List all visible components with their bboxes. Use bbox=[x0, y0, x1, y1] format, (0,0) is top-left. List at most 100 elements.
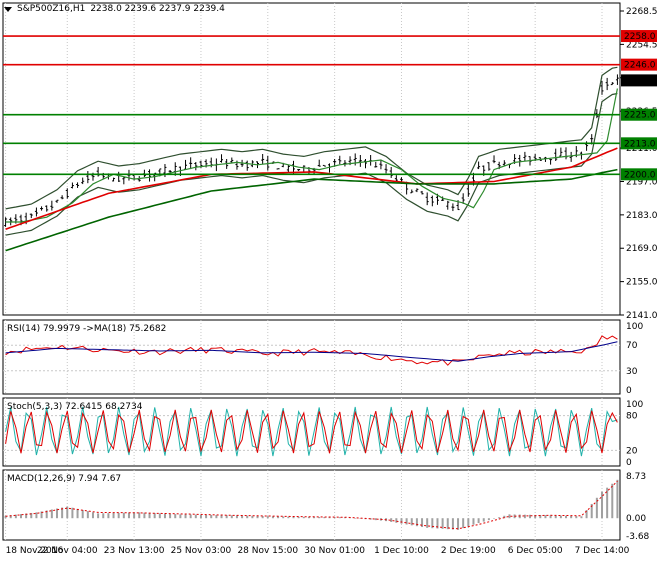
macd-histogram-bar bbox=[302, 516, 305, 519]
macd-histogram-bar bbox=[523, 514, 526, 519]
macd-histogram-bar bbox=[421, 518, 424, 528]
ohlc-values: 2238.0 2239.6 2237.9 2239.4 bbox=[90, 4, 225, 14]
macd-axis-label: -3.68 bbox=[626, 532, 650, 542]
macd-histogram-bar bbox=[143, 512, 146, 519]
time-axis-label: 25 Nov 03:00 bbox=[171, 546, 232, 556]
moving-average-red bbox=[5, 147, 618, 230]
stoch-d-line bbox=[5, 409, 618, 454]
macd-histogram-bar bbox=[467, 518, 470, 527]
rsi-ma-line bbox=[5, 341, 618, 362]
macd-histogram-bar bbox=[246, 515, 249, 519]
price-axis-label: 2169.0 bbox=[626, 244, 658, 254]
macd-histogram-bar bbox=[400, 518, 403, 524]
macd-histogram-bar bbox=[66, 506, 69, 519]
macd-histogram-bar bbox=[318, 516, 321, 519]
macd-histogram-bar bbox=[189, 514, 192, 519]
macd-histogram-bar bbox=[431, 518, 434, 529]
stoch-axis-label: 0 bbox=[626, 458, 632, 468]
macd-histogram-bar bbox=[261, 516, 264, 519]
macd-histogram-bar bbox=[184, 514, 187, 519]
price-level-label: 2258.0 bbox=[624, 32, 656, 42]
macd-histogram-bar bbox=[354, 518, 357, 519]
time-axis-label: 7 Dec 14:00 bbox=[575, 546, 630, 556]
macd-histogram-bar bbox=[40, 511, 43, 519]
macd-histogram-bar bbox=[71, 507, 74, 519]
macd-histogram-bar bbox=[282, 516, 285, 519]
macd-histogram-bar bbox=[199, 514, 202, 519]
price-level-label: 2200.0 bbox=[624, 170, 656, 180]
macd-histogram-bar bbox=[539, 515, 542, 519]
macd-histogram-bar bbox=[395, 518, 398, 523]
macd-histogram-bar bbox=[549, 515, 552, 519]
macd-histogram-bar bbox=[163, 513, 166, 519]
rsi-axis-label: 70 bbox=[626, 341, 638, 351]
macd-axis-label: 8.73 bbox=[626, 472, 646, 482]
macd-histogram-bar bbox=[328, 517, 331, 519]
macd-histogram-bar bbox=[158, 513, 161, 519]
macd-histogram-bar bbox=[97, 513, 100, 519]
macd-histogram-bar bbox=[86, 511, 89, 519]
macd-histogram-bar bbox=[441, 518, 444, 529]
macd-histogram-bar bbox=[174, 514, 177, 519]
macd-histogram-bar bbox=[359, 518, 362, 519]
macd-histogram-bar bbox=[138, 512, 141, 519]
macd-histogram-bar bbox=[35, 512, 38, 519]
stoch-k-line bbox=[5, 406, 618, 457]
macd-histogram-bar bbox=[457, 518, 460, 530]
stoch-axis-label: 80 bbox=[626, 412, 638, 422]
macd-histogram-bar bbox=[410, 518, 413, 526]
macd-title: MACD(12,26,9) 7.94 7.67 bbox=[7, 474, 121, 484]
time-axis-label: 23 Nov 13:00 bbox=[104, 546, 165, 556]
macd-histogram-bar bbox=[313, 516, 316, 519]
bollinger-upper-band bbox=[5, 66, 618, 210]
macd-histogram-bar bbox=[277, 516, 280, 519]
macd-histogram-bar bbox=[498, 517, 501, 519]
macd-histogram-bar bbox=[148, 512, 151, 519]
macd-histogram-bar bbox=[194, 514, 197, 519]
macd-histogram-bar bbox=[45, 510, 48, 519]
macd-histogram-bar bbox=[601, 491, 604, 519]
macd-axis-label: 0.00 bbox=[626, 514, 646, 524]
macd-histogram-bar bbox=[405, 518, 408, 525]
macd-histogram-bar bbox=[19, 514, 22, 519]
chart-header: S&P500Z16,H1 2238.0 2239.6 2237.9 2239.4 bbox=[4, 4, 225, 14]
macd-histogram-bar bbox=[590, 503, 593, 519]
price-level-label-box bbox=[621, 58, 657, 71]
macd-histogram-bar bbox=[451, 518, 454, 530]
macd-histogram-bar bbox=[570, 515, 573, 519]
macd-histogram-bar bbox=[205, 514, 208, 519]
macd-histogram-bar bbox=[256, 515, 259, 519]
macd-histogram-bar bbox=[179, 514, 182, 519]
macd-histogram-bar bbox=[493, 518, 496, 519]
macd-histogram-bar bbox=[220, 515, 223, 519]
macd-histogram-bar bbox=[338, 517, 341, 519]
price-axis-label: 2141.0 bbox=[626, 311, 658, 321]
macd-histogram-bar bbox=[611, 483, 614, 519]
macd-histogram-bar bbox=[225, 515, 228, 519]
rsi-axis-label: 0 bbox=[626, 386, 632, 396]
macd-histogram-bar bbox=[117, 512, 120, 519]
macd-histogram-bar bbox=[292, 516, 295, 519]
macd-histogram-bar bbox=[25, 513, 28, 519]
price-level-label-box bbox=[621, 168, 657, 181]
symbol-dropdown-icon[interactable] bbox=[4, 6, 12, 12]
macd-histogram-bar bbox=[297, 516, 300, 519]
macd-histogram-bar bbox=[235, 515, 238, 519]
macd-histogram-bar bbox=[436, 518, 439, 529]
time-axis-label: 1 Dec 10:00 bbox=[374, 546, 429, 556]
macd-histogram-bar bbox=[14, 514, 17, 519]
macd-histogram-bar bbox=[30, 512, 33, 519]
macd-histogram-bar bbox=[374, 518, 377, 521]
macd-histogram-bar bbox=[559, 515, 562, 519]
macd-histogram-bar bbox=[369, 518, 372, 520]
price-level-label-box bbox=[621, 108, 657, 121]
macd-histogram-bar bbox=[307, 516, 310, 519]
rsi-title: RSI(14) 79.9979 ->MA(18) 75.2682 bbox=[7, 324, 166, 334]
price-level-label-box bbox=[621, 137, 657, 150]
macd-histogram-bar bbox=[251, 515, 254, 519]
macd-histogram-bar bbox=[482, 518, 485, 522]
macd-histogram-bar bbox=[333, 517, 336, 519]
time-axis-label: 18 Nov 2016 bbox=[6, 546, 64, 556]
